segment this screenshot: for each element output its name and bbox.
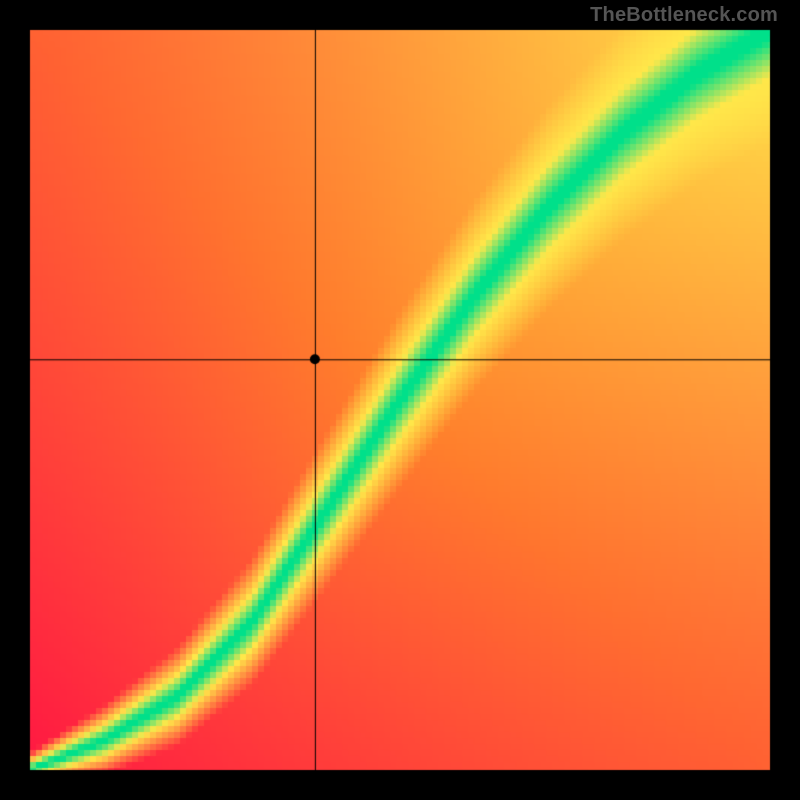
watermark-text: TheBottleneck.com — [590, 4, 778, 27]
bottleneck-heatmap — [0, 0, 800, 800]
